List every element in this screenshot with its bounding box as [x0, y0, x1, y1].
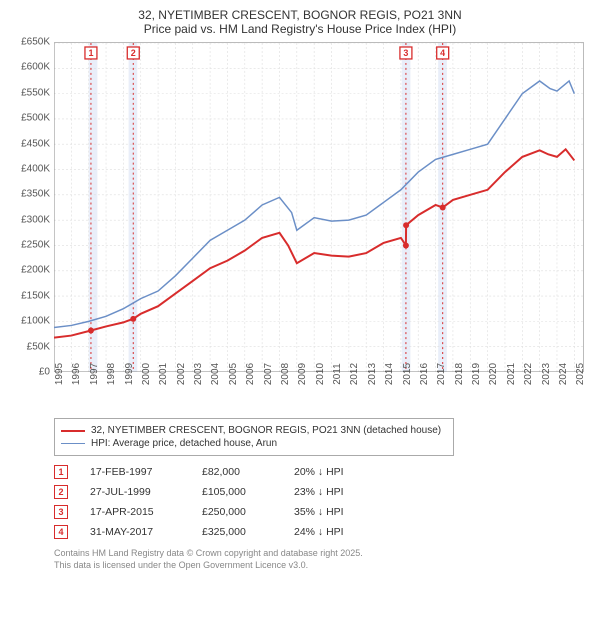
sale-badge: 2	[54, 485, 68, 499]
x-axis: 1995199619971998199920002001200220032004…	[54, 372, 584, 412]
sale-badge: 4	[54, 525, 68, 539]
x-tick-label: 2015	[402, 363, 413, 385]
sale-badge: 3	[54, 505, 68, 519]
x-tick-label: 2018	[454, 363, 465, 385]
x-tick-label: 2014	[384, 363, 395, 385]
sale-date: 27-JUL-1999	[90, 486, 180, 498]
x-tick-label: 1999	[124, 363, 135, 385]
sale-price: £105,000	[202, 486, 272, 498]
footer-line1: Contains HM Land Registry data © Crown c…	[54, 548, 590, 560]
x-tick-label: 1998	[106, 363, 117, 385]
x-tick-label: 2019	[471, 363, 482, 385]
x-tick-label: 2021	[506, 363, 517, 385]
x-tick-label: 1996	[71, 363, 82, 385]
y-tick-label: £50K	[27, 341, 50, 352]
x-tick-label: 2007	[263, 363, 274, 385]
chart-container: 32, NYETIMBER CRESCENT, BOGNOR REGIS, PO…	[0, 0, 600, 579]
x-tick-label: 2011	[332, 363, 343, 385]
chart-area: £0 £50K £100K £150K £200K £250K £300K £350K £400…	[10, 42, 590, 412]
legend-label: 32, NYETIMBER CRESCENT, BOGNOR REGIS, PO…	[91, 425, 441, 436]
table-row: 1 17-FEB-1997 £82,000 20% ↓ HPI	[54, 462, 590, 482]
svg-text:4: 4	[440, 48, 445, 58]
x-tick-label: 2022	[523, 363, 534, 385]
x-tick-label: 2025	[575, 363, 586, 385]
y-tick-label: £450K	[21, 138, 50, 149]
y-tick-label: £600K	[21, 62, 50, 73]
x-tick-label: 2005	[228, 363, 239, 385]
footer-line2: This data is licensed under the Open Gov…	[54, 560, 590, 572]
legend: 32, NYETIMBER CRESCENT, BOGNOR REGIS, PO…	[54, 418, 454, 456]
y-tick-label: £400K	[21, 163, 50, 174]
y-tick-label: £500K	[21, 113, 50, 124]
table-row: 2 27-JUL-1999 £105,000 23% ↓ HPI	[54, 482, 590, 502]
x-tick-label: 2013	[367, 363, 378, 385]
y-tick-label: £300K	[21, 214, 50, 225]
x-tick-label: 1995	[54, 363, 65, 385]
x-tick-label: 2009	[297, 363, 308, 385]
x-tick-label: 1997	[89, 363, 100, 385]
x-tick-label: 2008	[280, 363, 291, 385]
x-tick-label: 2023	[541, 363, 552, 385]
x-tick-label: 2017	[436, 363, 447, 385]
y-tick-label: £150K	[21, 290, 50, 301]
legend-label: HPI: Average price, detached house, Arun	[91, 438, 277, 449]
y-tick-label: £0	[39, 367, 50, 378]
sale-price: £82,000	[202, 466, 272, 478]
sales-table: 1 17-FEB-1997 £82,000 20% ↓ HPI 2 27-JUL-1999…	[54, 462, 590, 542]
y-axis: £0£50K£100K£150K£200K£250K£300K£350K£400…	[10, 42, 54, 372]
sale-diff: 23% ↓ HPI	[294, 486, 384, 498]
x-tick-label: 2000	[141, 363, 152, 385]
sale-date: 31-MAY-2017	[90, 526, 180, 538]
y-tick-label: £100K	[21, 316, 50, 327]
chart-svg: 1 2 3 4	[54, 43, 583, 372]
x-tick-label: 2010	[315, 363, 326, 385]
title-subtitle: Price paid vs. HM Land Registry's House …	[10, 22, 590, 36]
footer-attribution: Contains HM Land Registry data © Crown c…	[54, 548, 590, 571]
x-tick-label: 2024	[558, 363, 569, 385]
sale-price: £250,000	[202, 506, 272, 518]
sale-diff: 35% ↓ HPI	[294, 506, 384, 518]
y-tick-label: £250K	[21, 240, 50, 251]
legend-item: 32, NYETIMBER CRESCENT, BOGNOR REGIS, PO…	[61, 425, 447, 436]
sale-diff: 20% ↓ HPI	[294, 466, 384, 478]
x-tick-label: 2020	[488, 363, 499, 385]
y-tick-label: £550K	[21, 87, 50, 98]
sale-price: £325,000	[202, 526, 272, 538]
title-address: 32, NYETIMBER CRESCENT, BOGNOR REGIS, PO…	[10, 8, 590, 22]
x-tick-label: 2004	[210, 363, 221, 385]
y-tick-label: £650K	[21, 37, 50, 48]
y-tick-label: £350K	[21, 189, 50, 200]
legend-swatch	[61, 443, 85, 445]
table-row: 4 31-MAY-2017 £325,000 24% ↓ HPI	[54, 522, 590, 542]
sale-date: 17-APR-2015	[90, 506, 180, 518]
y-tick-label: £200K	[21, 265, 50, 276]
x-tick-label: 2016	[419, 363, 430, 385]
legend-swatch	[61, 430, 85, 432]
svg-text:1: 1	[88, 48, 93, 58]
x-tick-label: 2006	[245, 363, 256, 385]
table-row: 3 17-APR-2015 £250,000 35% ↓ HPI	[54, 502, 590, 522]
plot-area: 1 2 3 4	[54, 42, 584, 372]
sale-diff: 24% ↓ HPI	[294, 526, 384, 538]
x-tick-label: 2003	[193, 363, 204, 385]
svg-text:3: 3	[403, 48, 408, 58]
svg-text:2: 2	[131, 48, 136, 58]
x-tick-label: 2002	[176, 363, 187, 385]
x-tick-label: 2001	[158, 363, 169, 385]
sale-badge: 1	[54, 465, 68, 479]
legend-item: HPI: Average price, detached house, Arun	[61, 438, 447, 449]
x-tick-label: 2012	[349, 363, 360, 385]
chart-title: 32, NYETIMBER CRESCENT, BOGNOR REGIS, PO…	[10, 8, 590, 36]
sale-date: 17-FEB-1997	[90, 466, 180, 478]
